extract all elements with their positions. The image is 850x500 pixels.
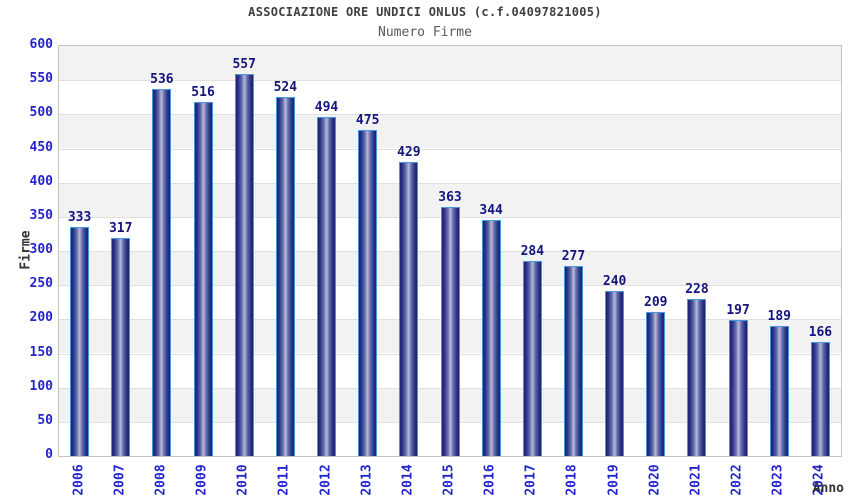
bar-value-label: 475 <box>355 113 380 129</box>
bar <box>687 299 707 456</box>
y-tick-label: 500 <box>29 105 53 121</box>
y-tick-label: 250 <box>29 276 53 292</box>
x-tick-label: 2011 <box>276 464 292 496</box>
x-tick-label: 2014 <box>400 464 416 496</box>
y-tick-label: 50 <box>37 412 53 428</box>
x-tick-label: 2020 <box>647 464 663 496</box>
plot-band <box>59 114 841 149</box>
bar <box>358 130 378 456</box>
y-tick-label: 150 <box>29 344 53 360</box>
x-tick-label: 2013 <box>359 464 375 496</box>
bar-value-label: 344 <box>479 202 503 218</box>
y-axis-tick-labels: 0 50 100 150 200 250 300 350 400 450 500 550 600 <box>0 38 53 462</box>
x-axis-tick-labels: 2006 2007 2008 2009 2010 2011 2012 2013 2014 2015… <box>58 456 840 500</box>
gridline <box>59 182 841 184</box>
bar-value-label: 284 <box>520 243 545 259</box>
x-tick-label: 2021 <box>688 464 704 496</box>
bar <box>605 291 625 456</box>
plot-area: 333 317 536 516 557 524 494 475 429 363 344 284 277 2… <box>58 45 842 457</box>
bar-value-label: 228 <box>685 282 709 298</box>
plot-band <box>59 46 841 81</box>
bar <box>769 325 789 456</box>
bar-value-label: 166 <box>808 324 833 340</box>
x-tick-label: 2017 <box>523 464 539 496</box>
y-tick-label: 400 <box>29 173 53 189</box>
bar-value-label: 209 <box>644 295 668 311</box>
bar-value-label: 197 <box>726 303 750 319</box>
gridline <box>59 114 841 116</box>
y-tick-label: 550 <box>29 71 53 87</box>
y-tick-label: 0 <box>45 447 53 462</box>
plot-band <box>59 80 841 115</box>
bar-value-label: 317 <box>108 221 133 237</box>
bar <box>152 88 172 456</box>
bar-value-label: 333 <box>67 210 92 226</box>
bar-value-label: 494 <box>314 100 339 116</box>
bar-value-label: 536 <box>150 71 174 87</box>
bar <box>481 219 501 456</box>
gridline <box>59 80 841 82</box>
bar-value-label: 516 <box>191 85 215 101</box>
bar <box>646 312 666 456</box>
y-tick-label: 600 <box>29 37 53 52</box>
chart-title: ASSOCIAZIONE ORE UNDICI ONLUS (c.f.04097… <box>248 5 602 19</box>
bar <box>193 102 213 456</box>
y-tick-label: 200 <box>29 310 53 326</box>
x-tick-label: 2012 <box>318 464 334 496</box>
y-axis-title: Firme <box>18 230 34 270</box>
bar-value-label: 429 <box>397 144 421 160</box>
bar-value-label: 189 <box>767 308 791 324</box>
bar-value-label: 524 <box>273 79 298 95</box>
x-tick-label: 2018 <box>564 464 580 496</box>
bar-value-label: 363 <box>438 189 462 205</box>
bar <box>70 227 90 456</box>
bar <box>111 238 131 456</box>
bar <box>399 161 419 456</box>
x-tick-label: 2022 <box>729 464 745 496</box>
x-tick-label: 2009 <box>194 464 210 496</box>
x-tick-label: 2019 <box>606 464 622 496</box>
bar-value-label: 240 <box>602 274 627 289</box>
x-tick-label: 2015 <box>441 464 457 496</box>
plot-band <box>59 148 841 183</box>
bar-value-label: 557 <box>232 57 256 73</box>
x-tick-label: 2008 <box>153 464 169 496</box>
chart-subtitle: Numero Firme <box>378 25 472 40</box>
bar <box>317 117 337 456</box>
bar <box>728 320 748 456</box>
x-tick-label: 2023 <box>770 464 786 496</box>
bar <box>275 96 295 456</box>
x-axis-title: Anno <box>812 481 844 496</box>
y-tick-label: 100 <box>29 378 53 394</box>
y-tick-label: 350 <box>29 207 53 223</box>
bar-value-label: 277 <box>561 248 586 264</box>
y-tick-label: 300 <box>29 242 53 257</box>
bar <box>563 265 583 456</box>
bar <box>810 341 830 456</box>
bar <box>440 206 460 456</box>
x-tick-label: 2006 <box>71 464 87 496</box>
bar <box>522 260 542 456</box>
gridline <box>59 148 841 150</box>
x-tick-label: 2007 <box>112 464 128 496</box>
bar <box>234 74 254 456</box>
x-tick-label: 2010 <box>235 464 251 496</box>
y-tick-label: 450 <box>29 139 53 155</box>
x-tick-label: 2016 <box>482 464 498 496</box>
